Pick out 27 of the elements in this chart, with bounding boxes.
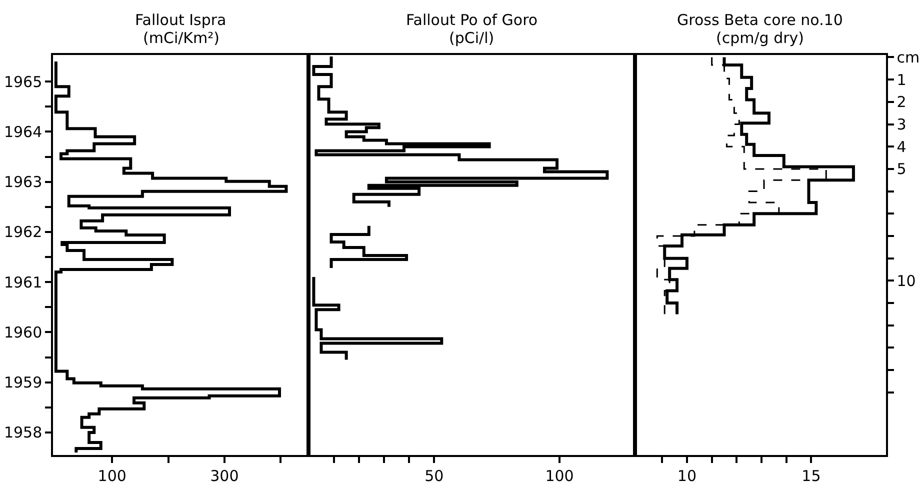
y2-tick-label: 2	[896, 93, 906, 112]
x-tick-label: 15	[802, 467, 821, 485]
y2-tick-label: 4	[896, 138, 906, 156]
chart-title: Gross Beta core no.10	[677, 11, 843, 29]
x-tick-label: 100	[98, 467, 126, 485]
y-tick-label: 1964	[4, 122, 42, 141]
y-tick-label: 1965	[4, 72, 42, 91]
chart-subtitle: (cpm/g dry)	[716, 29, 804, 47]
x-tick-label: 10	[677, 467, 697, 485]
y-tick-label: 1960	[4, 323, 42, 342]
y2-tick-label: cm	[896, 48, 920, 66]
y2-tick-label: 1	[896, 70, 906, 89]
y2-tick-label: 10	[896, 272, 916, 290]
y-tick-label: 1962	[4, 223, 42, 242]
y2-tick-label: 5	[896, 160, 906, 178]
y-tick-label: 1958	[4, 424, 42, 442]
x-tick-label: 100	[545, 467, 574, 485]
chart-title: Fallout Ispra	[135, 11, 226, 29]
x-tick-label: 50	[424, 467, 444, 485]
x-tick-label: 300	[210, 467, 239, 485]
chart-subtitle: (pCi/l)	[449, 29, 494, 47]
chart-title: Fallout Po of Goro	[406, 11, 538, 29]
y2-tick-label: 3	[896, 116, 906, 134]
chart-subtitle: (mCi/Km²)	[143, 29, 220, 47]
y-tick-label: 1961	[4, 273, 42, 292]
y-tick-label: 1959	[4, 374, 42, 392]
y-tick-label: 1963	[4, 173, 42, 192]
